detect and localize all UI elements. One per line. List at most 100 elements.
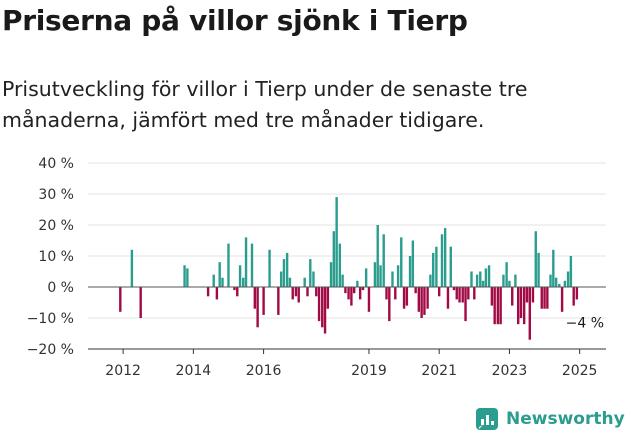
bar [484, 268, 488, 287]
y-tick-label: 30 % [38, 187, 74, 203]
bar [338, 243, 342, 287]
bar [382, 234, 385, 287]
bar [440, 234, 444, 287]
bar [285, 252, 289, 287]
bar [221, 277, 224, 287]
axes [88, 286, 606, 354]
bar [233, 287, 236, 291]
bar [253, 287, 257, 309]
bar [329, 262, 333, 287]
bar [361, 287, 365, 291]
bar [487, 265, 491, 287]
bar [408, 256, 412, 287]
bar [309, 259, 312, 287]
bar [566, 271, 570, 287]
bar [279, 271, 283, 287]
bar [554, 277, 558, 287]
bar [537, 252, 540, 287]
bar [405, 287, 409, 306]
bar [552, 249, 555, 287]
bar [443, 228, 447, 287]
bar [236, 287, 239, 297]
bar [546, 287, 549, 309]
bar [400, 237, 403, 287]
bar [455, 287, 458, 300]
bar [481, 280, 485, 287]
bar [414, 287, 417, 294]
bar [306, 287, 309, 297]
bar [323, 287, 327, 334]
bar [364, 268, 368, 287]
bar [411, 240, 415, 287]
newsworthy-logo-icon [476, 408, 498, 430]
bar [452, 287, 456, 291]
bar [394, 287, 397, 300]
bar [549, 274, 552, 287]
bar [373, 262, 377, 287]
bar [458, 287, 461, 303]
bar [432, 252, 435, 287]
page-title: Priserna på villor sjönk i Tierp [2, 4, 468, 37]
bar [317, 287, 321, 322]
end-value-label: −4 % [566, 315, 604, 331]
bar [534, 231, 537, 287]
bar [256, 287, 259, 328]
bar [514, 274, 517, 287]
y-tick-label: 10 % [38, 249, 74, 265]
bar [344, 287, 347, 294]
bar [426, 287, 429, 309]
bar [449, 246, 452, 287]
bar [379, 265, 382, 287]
bar [420, 287, 423, 318]
y-tick-label: 40 % [38, 156, 74, 172]
bar [277, 287, 280, 315]
bar [517, 287, 520, 325]
y-tick-label: 0 % [47, 280, 74, 296]
bar [446, 287, 450, 309]
bar [522, 287, 526, 325]
bar [332, 231, 336, 287]
bar [575, 287, 579, 300]
y-tick-label: 20 % [38, 218, 74, 234]
bar [215, 287, 219, 300]
bar [376, 225, 379, 287]
bar [479, 271, 482, 287]
bar [288, 277, 292, 287]
bar [294, 287, 298, 297]
bar [473, 287, 476, 300]
bar [569, 256, 573, 287]
bar [206, 287, 210, 297]
bar [282, 259, 286, 287]
bar [227, 243, 230, 287]
bar [358, 287, 362, 300]
bar [475, 274, 479, 287]
bar [467, 287, 470, 300]
bar [347, 287, 350, 300]
x-tick-label: 2025 [562, 363, 598, 379]
bar [335, 197, 338, 287]
bar [326, 287, 330, 309]
bar [312, 271, 315, 287]
bar [417, 287, 421, 312]
bar [502, 274, 505, 287]
bar [558, 283, 561, 287]
bar [130, 249, 134, 287]
x-tick-label: 2014 [176, 363, 212, 379]
bar [499, 287, 502, 325]
bar [505, 262, 508, 287]
bar [563, 280, 567, 287]
bar [268, 249, 271, 287]
bar [543, 287, 546, 309]
bar [572, 287, 575, 306]
bar [244, 237, 248, 287]
bar [315, 287, 318, 297]
bar [437, 287, 441, 297]
bar [540, 287, 543, 309]
bar [183, 265, 186, 287]
bar [461, 287, 464, 303]
bar [490, 287, 494, 306]
bar [508, 280, 511, 287]
bar [402, 287, 406, 309]
bar [519, 287, 523, 318]
bar [396, 265, 400, 287]
